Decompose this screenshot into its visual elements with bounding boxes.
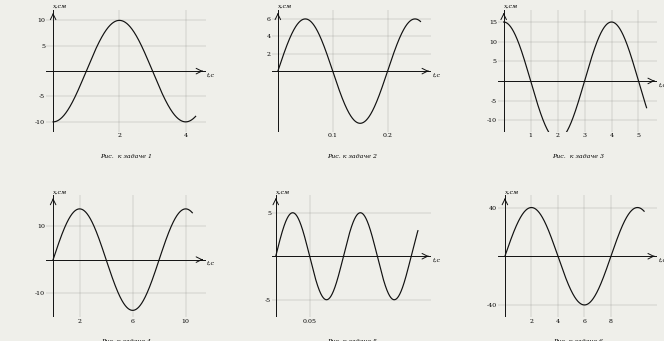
Text: Рис. к задаче 6: Рис. к задаче 6 (553, 339, 603, 341)
Text: x,см: x,см (276, 189, 290, 194)
Text: t,с: t,с (207, 74, 215, 78)
Text: t,с: t,с (433, 74, 441, 78)
Text: x,см: x,см (504, 4, 518, 9)
Text: x,см: x,см (53, 189, 67, 194)
Text: Рис. к задаче 2: Рис. к задаче 2 (327, 154, 377, 159)
Text: t,с: t,с (659, 258, 664, 264)
Text: Рис.  к задаче 1: Рис. к задаче 1 (100, 154, 152, 159)
Text: t,с: t,с (433, 258, 441, 264)
Text: Рис. к задаче 4: Рис. к задаче 4 (101, 339, 151, 341)
Text: Рис. к задаче 5: Рис. к задаче 5 (327, 339, 377, 341)
Text: x,см: x,см (278, 4, 292, 9)
Text: t,с: t,с (659, 83, 664, 88)
Text: t,с: t,с (207, 262, 215, 267)
Text: x,см: x,см (505, 189, 519, 194)
Text: x,см: x,см (53, 4, 67, 9)
Text: Рис.  к задаче 3: Рис. к задаче 3 (552, 154, 604, 159)
